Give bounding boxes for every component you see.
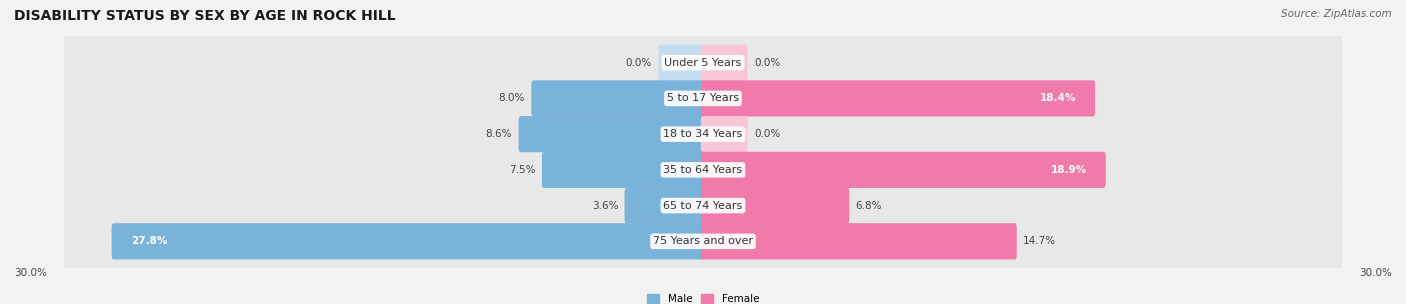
Text: DISABILITY STATUS BY SEX BY AGE IN ROCK HILL: DISABILITY STATUS BY SEX BY AGE IN ROCK …: [14, 9, 395, 23]
Text: 5 to 17 Years: 5 to 17 Years: [666, 93, 740, 103]
FancyBboxPatch shape: [700, 188, 849, 224]
FancyBboxPatch shape: [531, 80, 706, 116]
Text: 35 to 64 Years: 35 to 64 Years: [664, 165, 742, 175]
FancyBboxPatch shape: [658, 45, 706, 81]
FancyBboxPatch shape: [63, 70, 1343, 127]
Text: 0.0%: 0.0%: [754, 129, 780, 139]
Text: 14.7%: 14.7%: [1024, 236, 1056, 246]
FancyBboxPatch shape: [63, 34, 1343, 91]
Text: 6.8%: 6.8%: [856, 201, 882, 211]
Text: 8.0%: 8.0%: [499, 93, 524, 103]
Text: 30.0%: 30.0%: [14, 268, 46, 278]
Text: 65 to 74 Years: 65 to 74 Years: [664, 201, 742, 211]
FancyBboxPatch shape: [63, 106, 1343, 163]
Text: 0.0%: 0.0%: [754, 58, 780, 68]
Text: 18.9%: 18.9%: [1050, 165, 1087, 175]
Text: 30.0%: 30.0%: [1360, 268, 1392, 278]
FancyBboxPatch shape: [519, 116, 706, 152]
Text: 0.0%: 0.0%: [626, 58, 652, 68]
FancyBboxPatch shape: [63, 213, 1343, 270]
Text: 3.6%: 3.6%: [592, 201, 619, 211]
Text: Source: ZipAtlas.com: Source: ZipAtlas.com: [1281, 9, 1392, 19]
FancyBboxPatch shape: [111, 223, 706, 259]
FancyBboxPatch shape: [700, 116, 748, 152]
Text: 75 Years and over: 75 Years and over: [652, 236, 754, 246]
FancyBboxPatch shape: [700, 45, 748, 81]
Legend: Male, Female: Male, Female: [647, 294, 759, 304]
FancyBboxPatch shape: [700, 223, 1017, 259]
Text: 27.8%: 27.8%: [131, 236, 167, 246]
FancyBboxPatch shape: [624, 188, 706, 224]
Text: 8.6%: 8.6%: [485, 129, 512, 139]
FancyBboxPatch shape: [63, 177, 1343, 234]
Text: 18.4%: 18.4%: [1039, 93, 1076, 103]
FancyBboxPatch shape: [541, 152, 706, 188]
FancyBboxPatch shape: [700, 80, 1095, 116]
Text: 7.5%: 7.5%: [509, 165, 536, 175]
Text: 18 to 34 Years: 18 to 34 Years: [664, 129, 742, 139]
Text: Under 5 Years: Under 5 Years: [665, 58, 741, 68]
FancyBboxPatch shape: [700, 152, 1105, 188]
FancyBboxPatch shape: [63, 141, 1343, 198]
